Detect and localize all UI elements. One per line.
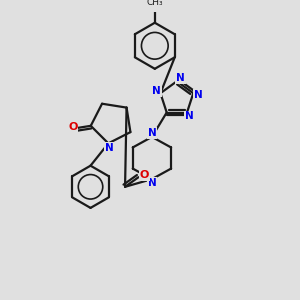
Text: N: N <box>148 128 156 138</box>
Text: N: N <box>176 74 185 83</box>
Text: CH₃: CH₃ <box>146 0 163 7</box>
Text: N: N <box>194 90 203 100</box>
Text: O: O <box>68 122 77 132</box>
Text: O: O <box>140 170 149 180</box>
Text: N: N <box>152 86 161 96</box>
Text: N: N <box>184 111 193 121</box>
Text: N: N <box>148 178 156 188</box>
Text: N: N <box>105 143 114 153</box>
